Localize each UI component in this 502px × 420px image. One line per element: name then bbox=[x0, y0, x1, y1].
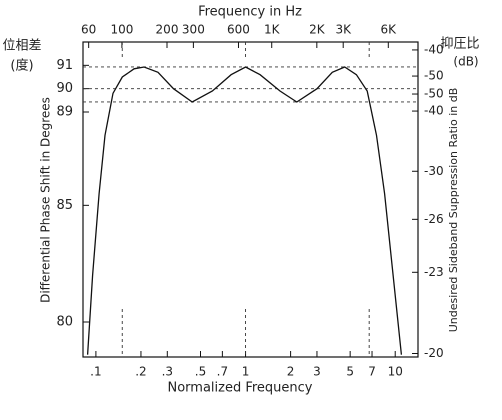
x-tick-label: .7 bbox=[217, 365, 228, 379]
y-tick-label: 85 bbox=[56, 198, 73, 213]
data-line bbox=[86, 66, 403, 355]
x2-tick-label: 6K bbox=[381, 23, 398, 37]
y2-tick-label: -40 bbox=[424, 42, 444, 56]
y-unit-jp: 位相差 bbox=[2, 39, 41, 54]
x2-tick-label: 3K bbox=[335, 23, 352, 37]
x-tick-label: .5 bbox=[195, 365, 206, 379]
y2-unit: (dB) bbox=[453, 55, 478, 69]
y2-axis-label: Undesired Sideband Suppression Ratio in … bbox=[447, 88, 460, 333]
y-tick-label: 91 bbox=[56, 58, 73, 73]
x-tick-label: 2 bbox=[287, 365, 295, 379]
x-tick-label: 7 bbox=[368, 365, 376, 379]
x2-tick-label: 300 bbox=[182, 23, 205, 37]
y2-tick-label: -26 bbox=[424, 212, 444, 226]
y-unit-jp2: (度) bbox=[10, 58, 33, 74]
y2-tick-label: -40 bbox=[424, 104, 444, 118]
y2-tick-label: -30 bbox=[424, 164, 444, 178]
x-tick-label: 3 bbox=[313, 365, 321, 379]
y2-tick-label: -23 bbox=[424, 265, 444, 279]
x-tick-label: .2 bbox=[135, 365, 146, 379]
y2-tick-label: -50 bbox=[424, 87, 444, 101]
plot-frame bbox=[82, 41, 419, 358]
y-tick-label: 80 bbox=[56, 315, 73, 330]
x2-tick-label: 200 bbox=[156, 23, 179, 37]
top-axis-label: Frequency in Hz bbox=[198, 5, 302, 20]
y2-tick-label: -50 bbox=[424, 69, 444, 83]
x-axis-label: Normalized Frequency bbox=[167, 381, 312, 396]
x2-tick-label: 600 bbox=[227, 23, 250, 37]
x-tick-label: 5 bbox=[346, 365, 354, 379]
y2-unit-jp: 抑圧比 bbox=[440, 37, 479, 52]
y-axis-label: Differential Phase Shift in Degrees bbox=[39, 97, 53, 303]
x2-tick-label: 100 bbox=[110, 23, 133, 37]
y-tick-label: 90 bbox=[56, 81, 73, 96]
y-tick-label: 89 bbox=[56, 105, 73, 120]
x2-tick-label: 2K bbox=[309, 23, 326, 37]
x-tick-label: .1 bbox=[90, 365, 101, 379]
x-tick-label: .3 bbox=[162, 365, 173, 379]
x-tick-label: 1 bbox=[242, 365, 250, 379]
y2-tick-label: -20 bbox=[424, 346, 444, 360]
x-tick-label: 10 bbox=[388, 365, 403, 379]
x2-tick-label: 60 bbox=[81, 23, 96, 37]
x2-tick-label: 1K bbox=[264, 23, 281, 37]
